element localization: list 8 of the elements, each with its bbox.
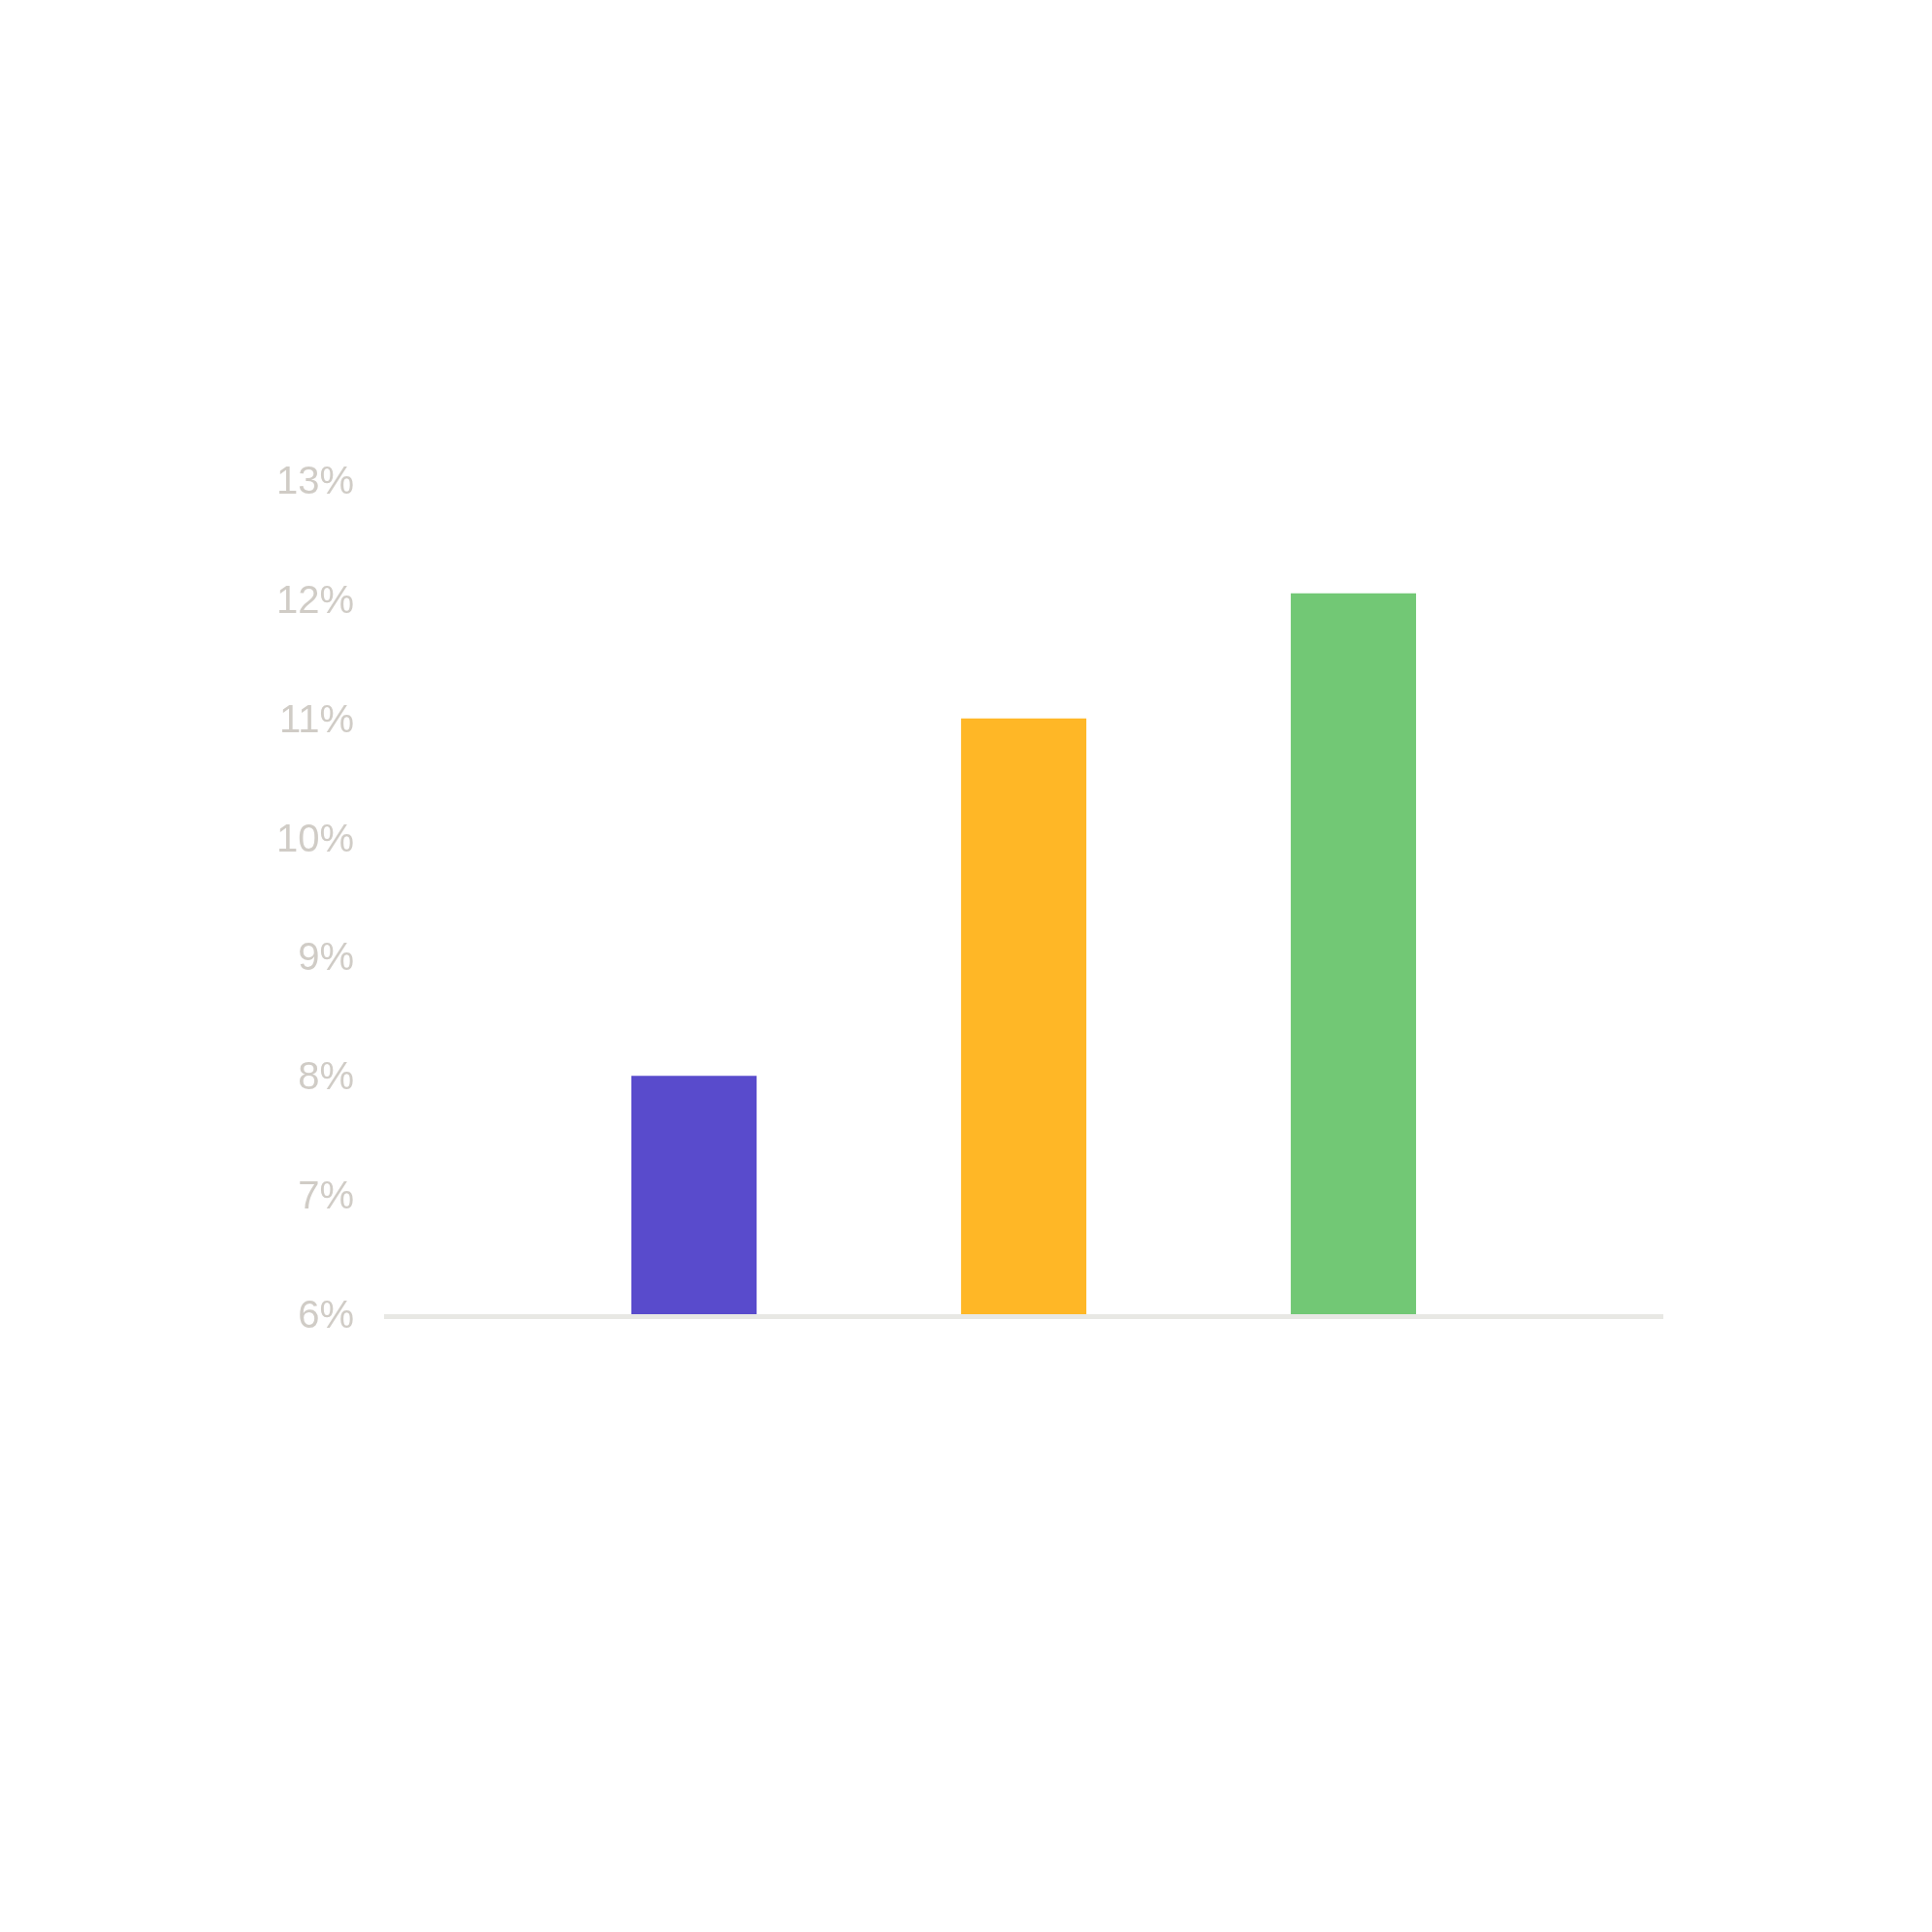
y-tick-label: 13%	[275, 459, 354, 501]
y-tick-label: 11%	[278, 696, 354, 740]
y-tick-label: 9%	[298, 935, 354, 979]
y-tick-label: 6%	[298, 1293, 354, 1336]
y-tick-label: 10%	[275, 816, 354, 859]
y-tick-label: 7%	[298, 1174, 354, 1217]
y-tick-label: 8%	[298, 1054, 354, 1098]
y-tick-label: 12%	[275, 577, 354, 621]
